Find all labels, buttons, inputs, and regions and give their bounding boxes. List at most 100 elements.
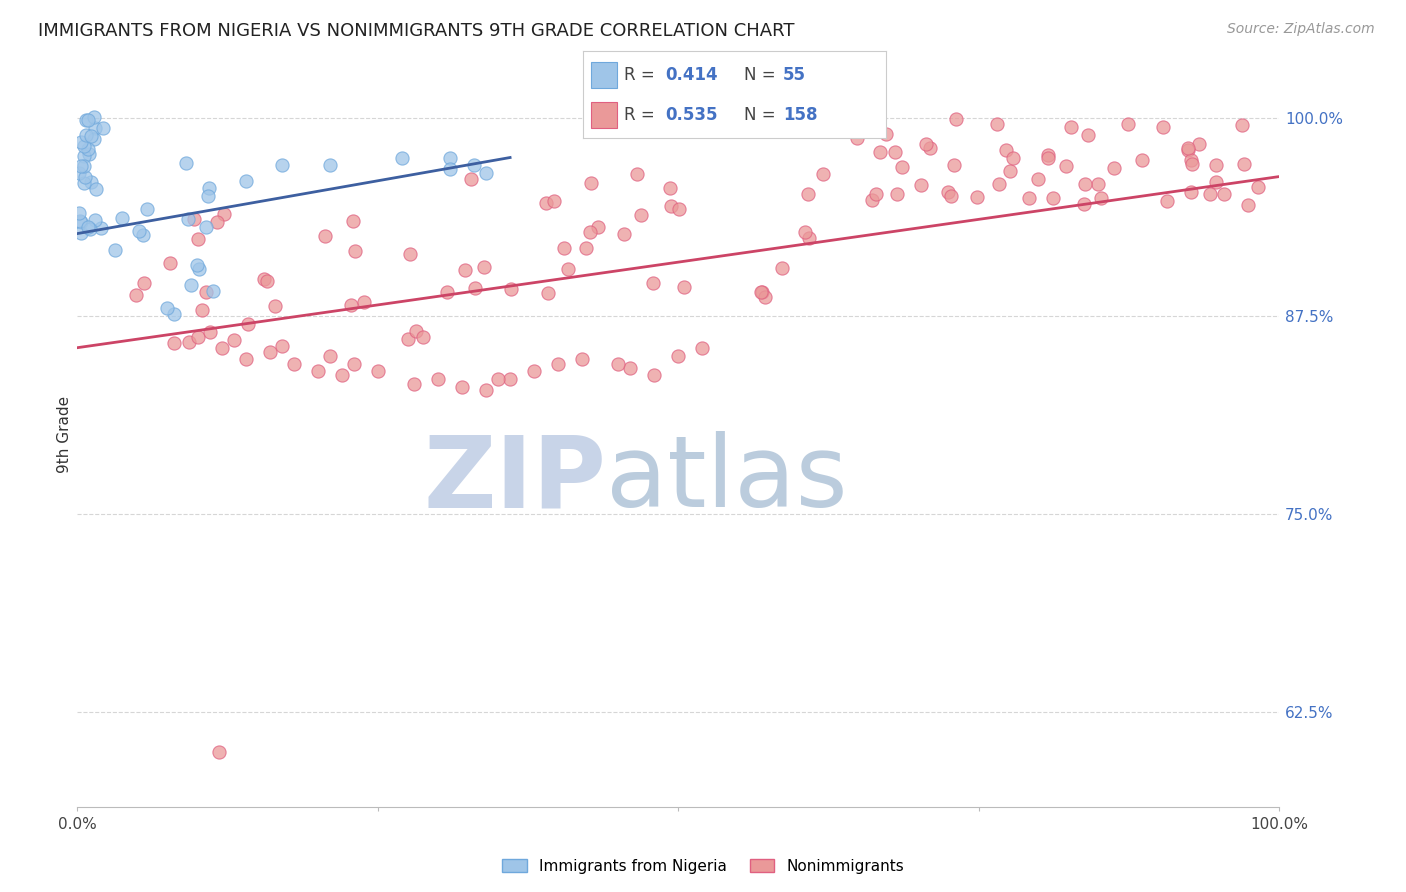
Text: N =: N = [744, 105, 780, 124]
Point [918, 141, 941, 155]
Point [77, 219, 100, 234]
Point [180, 278, 202, 293]
Point [238, 317, 260, 331]
Point [235, 351, 257, 366]
Point [67, 205, 90, 219]
Text: Source: ZipAtlas.com: Source: ZipAtlas.com [1227, 22, 1375, 37]
Point [235, 174, 257, 188]
Text: R =: R = [624, 105, 661, 124]
Point [177, 211, 200, 226]
Point [73, 139, 96, 153]
Point [1180, 185, 1202, 199]
Point [547, 357, 569, 371]
Point [883, 145, 905, 159]
Point [945, 112, 967, 126]
Point [70, 159, 93, 173]
Point [942, 158, 965, 172]
Point [770, 260, 793, 275]
Point [391, 151, 413, 165]
Text: IMMIGRANTS FROM NIGERIA VS NONIMMIGRANTS 9TH GRADE CORRELATION CHART: IMMIGRANTS FROM NIGERIA VS NONIMMIGRANTS… [38, 22, 794, 40]
Point [427, 372, 450, 386]
Point [986, 117, 1008, 131]
Point [846, 131, 869, 145]
Point [499, 372, 522, 386]
Point [537, 285, 560, 300]
Text: 0.414: 0.414 [665, 66, 717, 85]
Point [869, 145, 891, 160]
Point [69, 214, 91, 228]
Point [475, 384, 498, 398]
Point [588, 220, 610, 235]
Point [939, 189, 962, 203]
Point [998, 164, 1021, 178]
Point [136, 202, 159, 216]
Point [1042, 191, 1064, 205]
Point [70, 215, 93, 229]
Point [472, 260, 495, 274]
Text: R =: R = [624, 66, 661, 85]
Point [314, 229, 336, 244]
Point [1152, 120, 1174, 134]
Point [253, 271, 276, 285]
Point [1198, 186, 1220, 201]
Point [659, 198, 682, 212]
Point [402, 377, 425, 392]
Text: N =: N = [744, 66, 780, 85]
Point [890, 160, 912, 174]
Point [988, 177, 1011, 191]
Point [475, 166, 498, 180]
Point [1002, 151, 1025, 165]
Point [73, 159, 96, 173]
Point [1205, 158, 1227, 172]
Point [159, 256, 181, 270]
Point [396, 332, 419, 346]
Point [571, 351, 593, 366]
Point [195, 285, 218, 299]
Point [197, 189, 219, 203]
Point [270, 158, 292, 172]
Point [749, 285, 772, 300]
Point [1026, 171, 1049, 186]
Point [77, 113, 100, 128]
Point [607, 357, 630, 371]
Point [198, 181, 221, 195]
Point [399, 247, 422, 261]
Point [1247, 180, 1270, 194]
Point [156, 301, 179, 315]
Point [1054, 160, 1077, 174]
Point [69, 226, 91, 240]
Point [256, 274, 278, 288]
Point [454, 263, 477, 277]
Point [187, 232, 209, 246]
Bar [591, 102, 617, 128]
Point [132, 276, 155, 290]
Point [367, 364, 389, 378]
Point [77, 142, 100, 156]
Point [536, 195, 558, 210]
Text: 55: 55 [783, 66, 806, 85]
Point [128, 224, 150, 238]
Point [463, 158, 485, 172]
Point [405, 324, 427, 338]
Point [1181, 157, 1204, 171]
Point [187, 329, 209, 343]
Point [201, 284, 224, 298]
Point [579, 176, 602, 190]
Point [1077, 128, 1099, 142]
Point [811, 168, 834, 182]
Point [307, 364, 329, 378]
Point [330, 368, 353, 382]
Point [75, 112, 97, 127]
Point [797, 187, 820, 202]
Point [77, 147, 100, 161]
Point [613, 227, 636, 241]
Point [208, 745, 231, 759]
Point [319, 158, 342, 172]
Point [626, 167, 648, 181]
Point [162, 335, 184, 350]
Point [183, 212, 205, 227]
Point [1036, 147, 1059, 161]
Point [198, 325, 221, 339]
Point [672, 280, 695, 294]
Point [205, 215, 228, 229]
